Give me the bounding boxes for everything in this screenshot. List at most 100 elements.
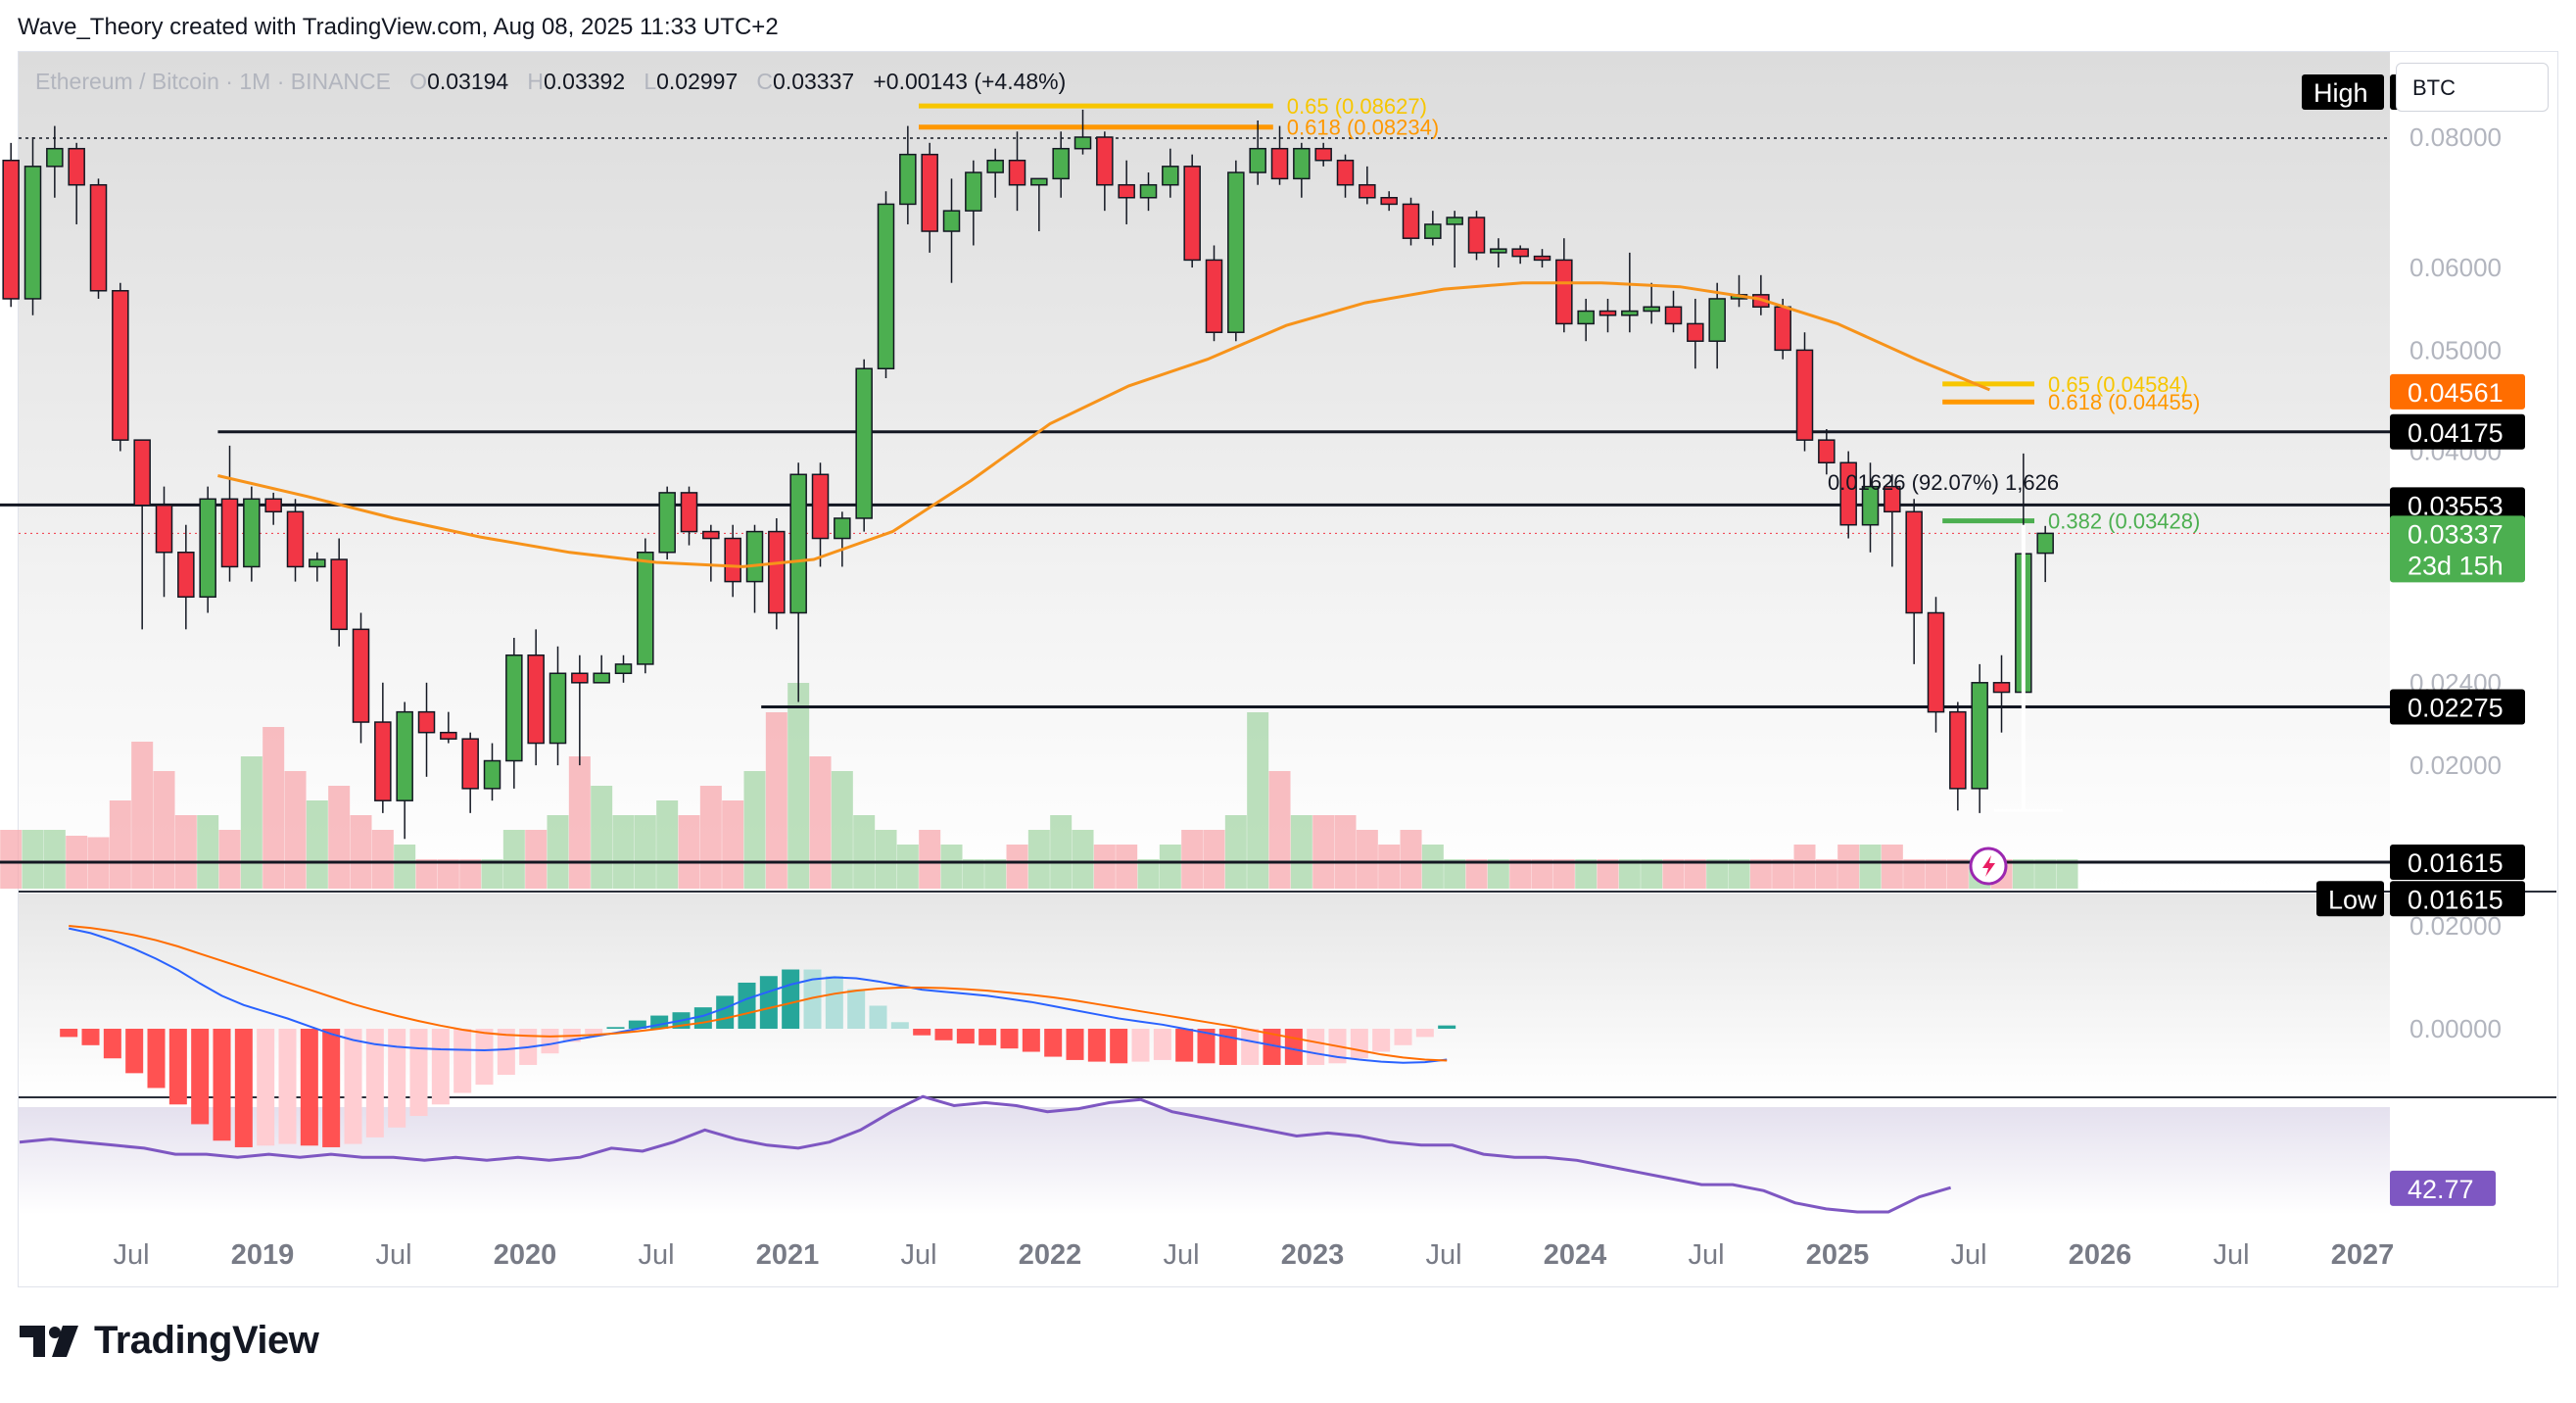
- macd-histogram-bar: [738, 982, 756, 1029]
- price-axis-label: 0.05000: [2409, 335, 2502, 364]
- macd-histogram-bar: [1153, 1029, 1171, 1060]
- time-axis-label: 2025: [1806, 1239, 1870, 1271]
- candle-body: [220, 498, 239, 568]
- volume-bar: [240, 756, 262, 889]
- fib-level-label: 0.65 (0.08627): [1287, 94, 1427, 119]
- volume-bar: [1728, 859, 1750, 889]
- candle-body: [1052, 147, 1070, 180]
- alert-icon[interactable]: [1969, 847, 2008, 886]
- macd-histogram-bar: [1307, 1029, 1325, 1065]
- candle-body: [1664, 306, 1683, 325]
- currency-selector[interactable]: BTC: [2396, 63, 2549, 112]
- volume-bar: [612, 815, 635, 889]
- price-tag-label: 0.01615: [2408, 848, 2504, 878]
- volume-bar: [743, 771, 766, 889]
- candle-body: [702, 530, 720, 540]
- macd-histogram-bar: [322, 1029, 341, 1147]
- candle-body: [1533, 255, 1551, 262]
- rsi-line: [19, 1094, 1952, 1214]
- volume-bar: [1159, 845, 1181, 889]
- price-tag-label: 0.03553: [2408, 491, 2504, 520]
- time-axis-label: 2019: [231, 1239, 295, 1271]
- macd-histogram-bar: [213, 1029, 231, 1141]
- macd-histogram-bar: [1263, 1029, 1281, 1065]
- price-tag-label: 0.03337: [2408, 519, 2504, 549]
- price-axis[interactable]: 0.080000.060000.050000.040000.024000.020…: [2409, 122, 2502, 780]
- candle-body: [1795, 349, 1814, 441]
- macd-histogram-bar: [1438, 1025, 1456, 1029]
- volume-bar: [1093, 845, 1116, 889]
- time-axis-label: 2022: [1019, 1239, 1082, 1271]
- candle-body: [1096, 136, 1114, 186]
- candle-body: [330, 558, 348, 631]
- time-axis-label: 2027: [2331, 1239, 2395, 1271]
- volume-bar: [306, 800, 328, 889]
- macd-histogram-bar: [782, 969, 800, 1029]
- candle-body: [811, 473, 830, 540]
- macd-histogram-bar: [409, 1029, 428, 1117]
- volume-bar: [919, 830, 941, 889]
- fib-level-label: 0.618 (0.08234): [1287, 116, 1439, 140]
- macd-histogram-bar: [278, 1029, 297, 1144]
- legend-close: 0.03337: [773, 69, 855, 94]
- side-tag: [2302, 73, 2384, 110]
- volume-bar: [1925, 859, 1947, 889]
- macd-histogram-bar: [1000, 1029, 1019, 1049]
- time-axis-label: 2021: [756, 1239, 820, 1271]
- macd-axis-label: 0.00000: [2409, 1014, 2502, 1043]
- candle-body: [1118, 183, 1135, 199]
- macd-histogram-bar: [1022, 1029, 1040, 1052]
- rsi-value-label: 42.77: [2408, 1175, 2474, 1204]
- candle-body: [1598, 310, 1617, 316]
- candlestick-series: [2, 109, 2054, 840]
- candle-body: [614, 663, 633, 675]
- side-tag-label: Low: [2328, 885, 2377, 914]
- volume-bar: [1137, 859, 1160, 889]
- price-axis-label: 0.02000: [2409, 750, 2502, 780]
- volume-bar: [1859, 845, 1882, 889]
- candle-body: [1205, 259, 1223, 333]
- volume-bar: [2012, 859, 2034, 889]
- legend-symbol[interactable]: Ethereum / Bitcoin · 1M · BINANCE: [35, 69, 391, 94]
- volume-bar: [2034, 859, 2057, 889]
- candle-body: [309, 558, 326, 568]
- fib-level-label: 0.382 (0.03428): [2048, 509, 2200, 534]
- volume-bar: [787, 683, 810, 889]
- volume-bar: [437, 859, 459, 889]
- volume-bar: [0, 830, 23, 889]
- price-tag: [2390, 373, 2525, 410]
- price-tag: [2390, 845, 2525, 880]
- legend-open: 0.03194: [427, 69, 509, 94]
- price-tags: 0.08837High0.045610.041750.035530.033372…: [2302, 73, 2525, 917]
- volume-bar: [962, 859, 984, 889]
- price-tag: [2390, 881, 2525, 917]
- candle-body: [1073, 136, 1092, 150]
- side-tag-label: High: [2314, 78, 2368, 108]
- time-axis[interactable]: Jul 2019 Jul 2020 Jul 2021 Jul 2022 Jul 2023 Jul 20…: [113, 1239, 2394, 1271]
- rsi-pane: 42.77: [19, 1094, 2496, 1214]
- candle-body: [877, 203, 895, 369]
- macd-histogram-bar: [168, 1029, 187, 1105]
- macd-histogram-bar: [365, 1029, 384, 1137]
- candle-body: [2, 159, 20, 300]
- volume-bar: [502, 830, 525, 889]
- volume-bar: [1531, 859, 1553, 889]
- price-tag-label: 0.01615: [2408, 885, 2504, 914]
- time-axis-label: Jul: [1163, 1239, 1199, 1271]
- candle-body: [1643, 306, 1660, 313]
- volume-bar: [1247, 712, 1269, 889]
- macd-line: [68, 927, 1448, 1064]
- volume-bar: [1290, 815, 1312, 889]
- measure-label: 0.01626 (92.07%) 1,626: [1828, 470, 2059, 495]
- macd-histogram-bar: [606, 1027, 625, 1029]
- volume-bar: [43, 830, 66, 889]
- volume-bar: [1749, 859, 1772, 889]
- candle-body: [24, 166, 42, 300]
- candle-body: [1927, 611, 1945, 713]
- volume-bar: [1312, 815, 1335, 889]
- candle-body: [440, 731, 457, 740]
- volume-bar: [1006, 845, 1028, 889]
- candle-body: [483, 759, 501, 790]
- candle-body: [417, 710, 436, 734]
